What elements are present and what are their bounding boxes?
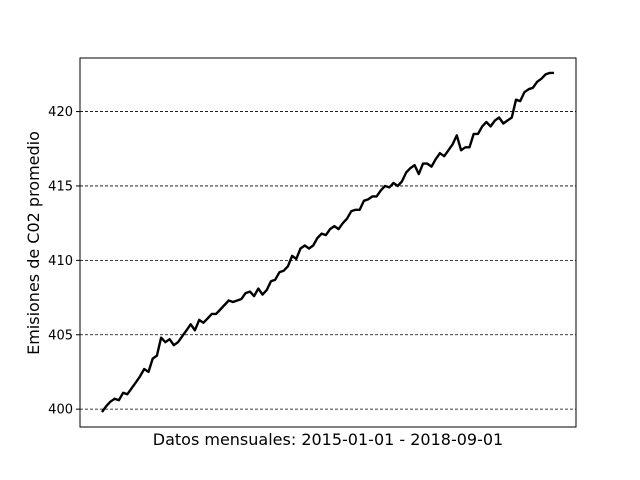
y-axis-ticks: 400 405 410 415 420 [48,105,80,418]
x-axis-label: Datos mensuales: 2015-01-01 - 2018-09-01 [153,430,503,449]
y-tick-label-410: 410 [48,254,73,269]
y-tick-label-400: 400 [48,403,73,418]
y-tick-label-415: 415 [48,179,73,194]
y-tick-label-420: 420 [48,105,73,120]
gridlines [80,111,576,410]
y-axis-label: Emisiones de C02 promedio [24,131,43,355]
y-tick-label-405: 405 [48,328,73,343]
plot-frame [79,57,577,428]
co2-series-line [101,71,554,413]
